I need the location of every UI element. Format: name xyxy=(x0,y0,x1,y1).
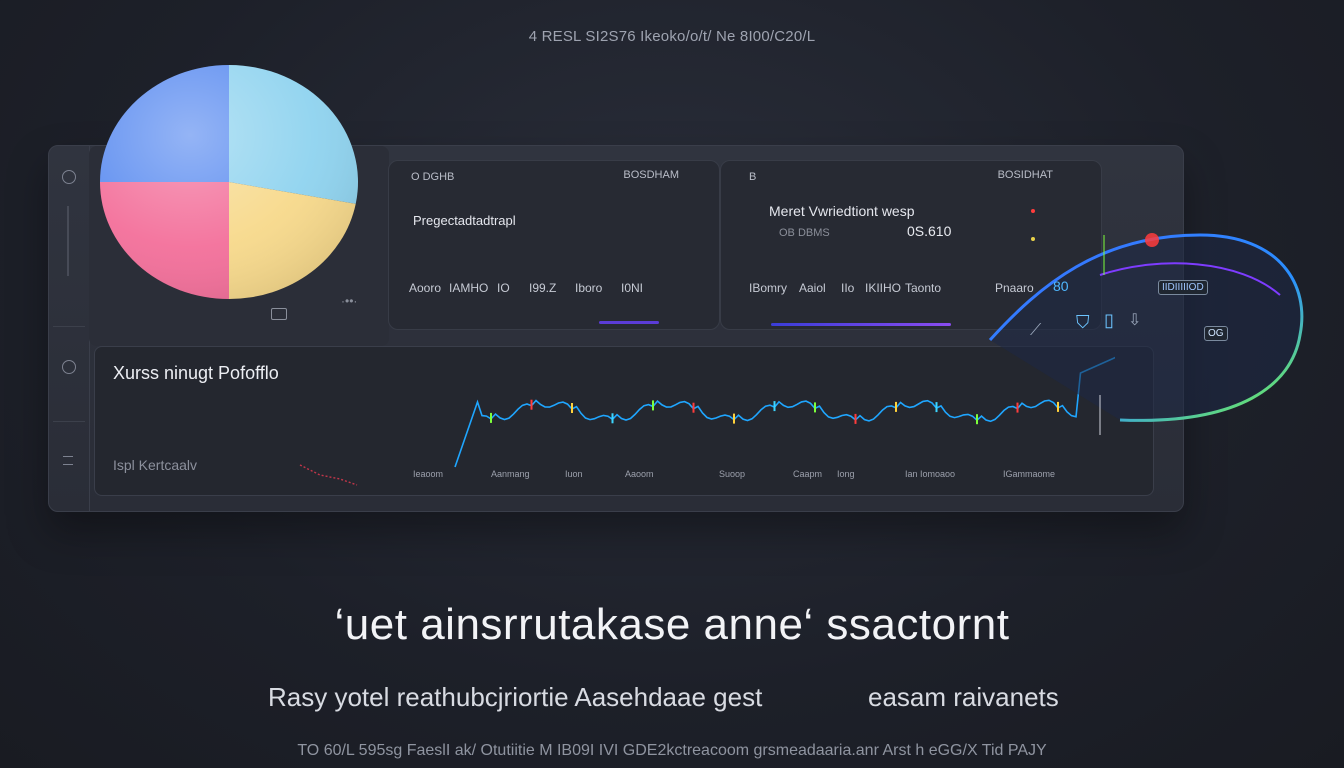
left-rail xyxy=(49,146,90,511)
price-line-chart xyxy=(299,356,1115,486)
neon-arc-inner xyxy=(1099,262,1281,296)
card-title: Meret Vwriedtiont wesp xyxy=(769,203,915,219)
card-stat: Taonto xyxy=(905,281,942,295)
price-line xyxy=(454,356,1115,468)
x-tick: Aaoom xyxy=(625,469,654,479)
rail-scroll-line[interactable] xyxy=(67,206,69,276)
pie-chart-svg xyxy=(100,65,358,299)
rail-circle-icon[interactable] xyxy=(62,170,76,184)
footer-text: TO 60/L 595sg FaeslI ak/ Otutiitie M IB0… xyxy=(297,742,1047,759)
x-tick: Ian Iomoaoo xyxy=(905,469,956,479)
card-stat: I0NI xyxy=(621,281,644,295)
card-stat: IBomry xyxy=(749,281,788,295)
x-tick: IGammaome xyxy=(1003,469,1056,479)
overlay-number: 80 xyxy=(1053,278,1069,294)
x-tick: Ieaoom xyxy=(413,469,444,479)
chart-title: Xurss ninugt Pofofflo xyxy=(113,363,279,383)
dots-icon[interactable]: ·••· xyxy=(341,294,358,308)
top-caption: 4 RESL SI2S76 Ikeoko/o/t/ Ne 8I00/C20/L xyxy=(528,28,816,45)
download-icon[interactable]: ⇩ xyxy=(1128,312,1142,329)
card-label: BOSIDHAT xyxy=(997,169,1053,181)
chart-subtitle: Ispl Kertcaalv xyxy=(113,457,198,473)
pie-highlight xyxy=(100,65,358,299)
neon-overlay xyxy=(988,233,1304,435)
overlay-readout[interactable]: OG xyxy=(1204,326,1228,341)
candle-mark xyxy=(530,399,533,410)
candle-mark xyxy=(1057,401,1059,412)
card-stat: IO xyxy=(497,281,510,295)
candle-mark xyxy=(1016,402,1019,413)
cursor-icon[interactable]: ⟋ xyxy=(1030,322,1042,339)
card-sub: OB DBMS xyxy=(779,227,830,239)
subhead-right: easam raivanets xyxy=(868,682,1059,712)
pie-chart xyxy=(98,64,360,304)
candle-mark xyxy=(571,403,573,413)
subhead-left: Rasy yotel reathubcjriortie Aasehdaae ge… xyxy=(268,682,763,712)
rail-menu-icon[interactable] xyxy=(63,456,73,465)
x-tick: Iong xyxy=(837,469,855,479)
card-stat: IKIIHO xyxy=(865,281,902,295)
candle-mark xyxy=(895,401,897,412)
status-dot-red xyxy=(1031,209,1035,213)
candle-mark xyxy=(976,414,978,425)
x-tick: Suoop xyxy=(719,469,746,479)
neon-arc xyxy=(988,233,1304,422)
candle-mark xyxy=(652,400,654,411)
candle-mark xyxy=(611,413,614,424)
headline: ‘uet ainsrrutakase anne‘ ssactornt xyxy=(334,600,1010,649)
card-project[interactable]: O DGHB BOSDHAM Pregectadtadtrapl Aooro I… xyxy=(388,160,720,330)
card-value: 0S.610 xyxy=(907,223,952,239)
card-stat: Aaiol xyxy=(799,281,826,295)
rail-clock-icon[interactable] xyxy=(62,360,76,374)
candle-mark xyxy=(854,413,857,424)
card-stat: I99.Z xyxy=(529,281,557,295)
x-tick: Caapm xyxy=(793,469,823,479)
candle-mark xyxy=(692,402,695,413)
status-dot-yellow xyxy=(1031,237,1035,241)
card-label: BOSDHAM xyxy=(623,169,679,181)
bookmark-icon[interactable]: ▯ xyxy=(1104,310,1114,330)
card-label: O DGHB xyxy=(411,171,455,183)
card-stat: Iboro xyxy=(575,281,603,295)
candle-mark xyxy=(814,402,816,413)
candle-mark xyxy=(773,401,776,412)
card-stat: IAMHO xyxy=(449,281,489,295)
alert-icon xyxy=(1145,233,1159,247)
card-progress-bar xyxy=(599,321,659,324)
card-label: B xyxy=(749,171,757,183)
card-stat: Aooro xyxy=(409,281,442,295)
candle-mark xyxy=(935,402,938,413)
candle-mark xyxy=(490,412,492,423)
card-title: Pregectadtadtrapl xyxy=(413,213,516,228)
card-label: Pnaaro xyxy=(995,281,1034,295)
rail-separator xyxy=(53,421,85,422)
price-lead-line xyxy=(299,464,358,486)
card-progress-bar xyxy=(771,323,951,326)
portfolio-chart-panel: Xurss ninugt Pofofflo Ispl Kertcaalv Iea… xyxy=(94,346,1154,496)
lock-icon[interactable] xyxy=(271,308,287,320)
candle-mark xyxy=(733,413,735,424)
shield-icon[interactable]: ⛉ xyxy=(1076,312,1090,332)
overlay-readout[interactable]: IIDIIIIIOD xyxy=(1158,280,1208,295)
card-stat: IIo xyxy=(841,281,855,295)
x-tick: Iuon xyxy=(565,469,583,479)
x-tick: Aanmang xyxy=(491,469,530,479)
rail-separator xyxy=(53,326,85,327)
